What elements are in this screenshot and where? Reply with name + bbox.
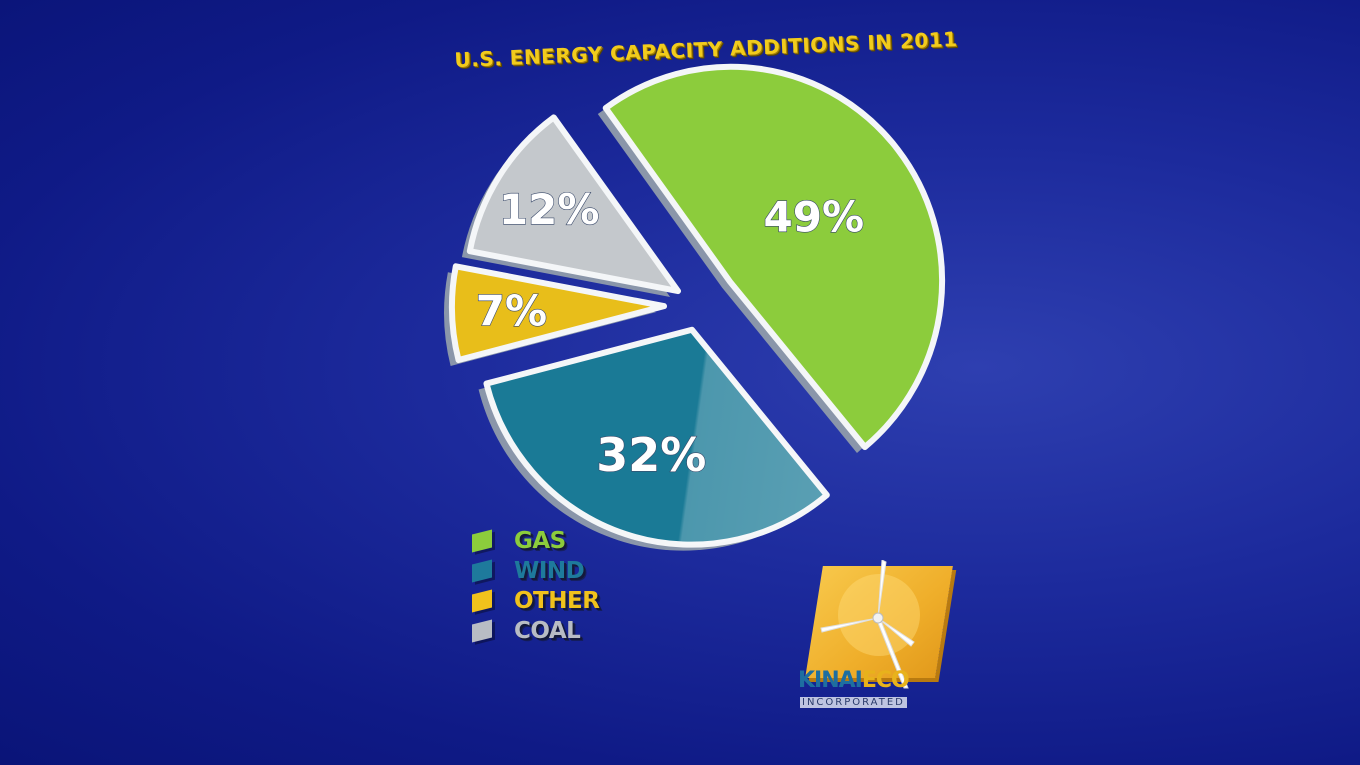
legend-item-gas: GAS: [470, 528, 640, 558]
pie-slice-highlight: [486, 329, 827, 545]
legend-label: GAS: [514, 528, 566, 554]
legend-item-wind: WIND: [470, 558, 640, 588]
pie-slice-gas: [597, 63, 946, 454]
legend-swatch: [472, 619, 492, 643]
data-label-wind: 32%: [596, 428, 706, 482]
logo-brand-part1: KINAI: [798, 668, 863, 693]
company-logo: KINAIECO INCORPORATED: [796, 560, 956, 720]
legend-item-other: OTHER: [470, 588, 640, 618]
legend-label: WIND: [514, 558, 585, 584]
pie-slice-face: [449, 263, 668, 363]
pie-slice-wind: [478, 326, 830, 551]
legend-swatch: [472, 589, 492, 613]
pie-slice-face: [466, 114, 682, 295]
data-label-coal: 12%: [499, 185, 600, 234]
logo-subtitle: INCORPORATED: [800, 697, 907, 708]
pie-slice-coal: [461, 114, 682, 298]
legend-swatch: [472, 529, 492, 553]
logo-brand: KINAIECO: [798, 668, 910, 693]
legend-label: OTHER: [514, 588, 600, 614]
chart-legend: GAS WIND OTHER COAL: [470, 528, 640, 648]
wind-turbine-icon: [820, 560, 915, 689]
legend-label: COAL: [514, 618, 581, 644]
data-label-gas: 49%: [764, 192, 865, 241]
data-label-other: 7%: [476, 287, 547, 336]
pie-slice-other: [444, 263, 668, 366]
pie-slice-face: [602, 63, 946, 451]
logo-brand-part2: ECO: [861, 668, 910, 693]
legend-swatch: [472, 559, 492, 583]
legend-item-coal: COAL: [470, 618, 640, 648]
